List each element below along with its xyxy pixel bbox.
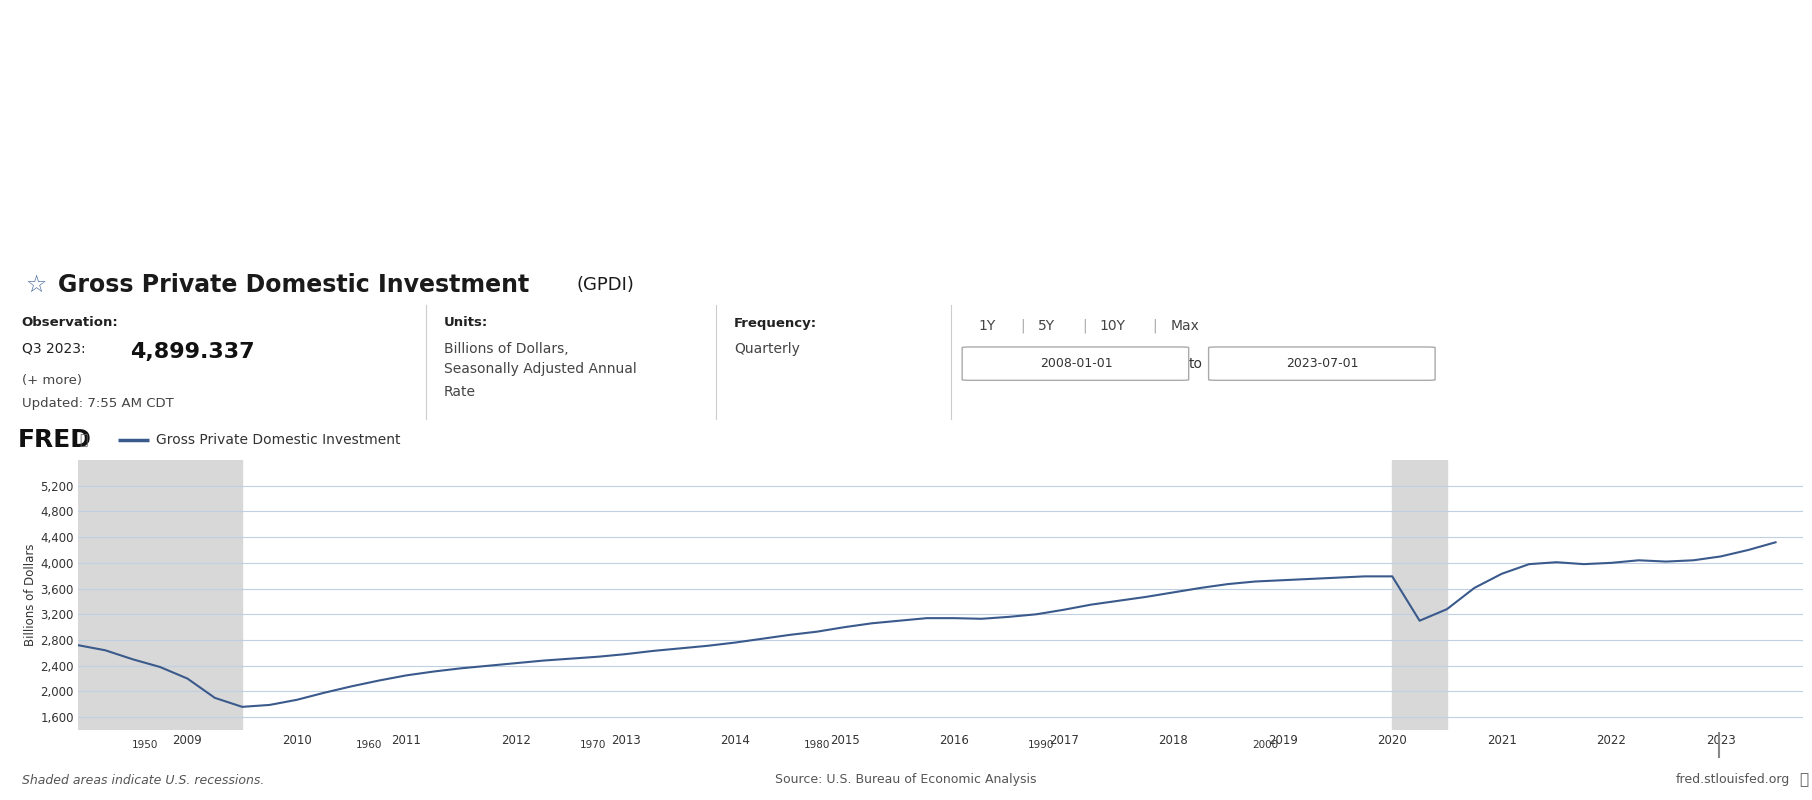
Text: 📈: 📈: [80, 433, 89, 447]
Text: Quarterly: Quarterly: [734, 342, 799, 356]
Bar: [1448, 460, 1803, 730]
Text: ☆: ☆: [25, 273, 47, 297]
Text: FRED: FRED: [18, 428, 92, 452]
Text: 1990: 1990: [1027, 740, 1055, 750]
Bar: [1392, 460, 1448, 730]
Bar: [78, 460, 243, 730]
Text: 1980: 1980: [805, 740, 830, 750]
Text: 2023-07-01: 2023-07-01: [1287, 357, 1359, 370]
Text: EDIT GRAPH: EDIT GRAPH: [1513, 378, 1609, 392]
Text: |: |: [1020, 318, 1026, 334]
Text: 2000: 2000: [1252, 740, 1277, 750]
Text: Frequency:: Frequency:: [734, 317, 817, 330]
Bar: [243, 460, 1392, 730]
Text: |: |: [1082, 318, 1087, 334]
Text: Rate: Rate: [444, 386, 477, 399]
Text: Shaded areas indicate U.S. recessions.: Shaded areas indicate U.S. recessions.: [22, 774, 265, 786]
Text: Units:: Units:: [444, 317, 487, 330]
Text: |: |: [1152, 318, 1158, 334]
Text: 1950: 1950: [132, 740, 158, 750]
Text: ⛶: ⛶: [1799, 773, 1808, 787]
Text: ⚙: ⚙: [1665, 377, 1678, 392]
Text: DOWNLOAD: DOWNLOAD: [1618, 278, 1720, 293]
Text: 4,899.337: 4,899.337: [130, 342, 255, 362]
Text: Updated: 7:55 AM CDT: Updated: 7:55 AM CDT: [22, 397, 174, 410]
Text: 1970: 1970: [580, 740, 607, 750]
Text: 1Y: 1Y: [978, 318, 997, 333]
Text: Seasonally Adjusted Annual: Seasonally Adjusted Annual: [444, 362, 636, 377]
Text: Max: Max: [1171, 318, 1200, 333]
Y-axis label: Billions of Dollars: Billions of Dollars: [25, 544, 38, 646]
Text: Gross Private Domestic Investment: Gross Private Domestic Investment: [156, 433, 400, 447]
FancyBboxPatch shape: [1209, 347, 1435, 380]
Text: 2008-01-01: 2008-01-01: [1040, 357, 1113, 370]
Text: (GPDI): (GPDI): [576, 276, 634, 294]
FancyBboxPatch shape: [962, 347, 1189, 380]
Text: Observation:: Observation:: [22, 317, 118, 330]
Text: 5Y: 5Y: [1038, 318, 1055, 333]
Text: ▼: ▼: [1765, 278, 1778, 293]
Text: 10Y: 10Y: [1100, 318, 1125, 333]
Text: Source: U.S. Bureau of Economic Analysis: Source: U.S. Bureau of Economic Analysis: [776, 774, 1036, 786]
Text: Gross Private Domestic Investment: Gross Private Domestic Investment: [58, 273, 545, 297]
Text: 1960: 1960: [355, 740, 382, 750]
Text: fred.stlouisfed.org: fred.stlouisfed.org: [1676, 774, 1790, 786]
Text: Q3 2023:: Q3 2023:: [22, 342, 91, 356]
Text: to: to: [1189, 357, 1203, 370]
Text: (+ more): (+ more): [22, 374, 82, 387]
Text: Billions of Dollars,: Billions of Dollars,: [444, 342, 569, 356]
